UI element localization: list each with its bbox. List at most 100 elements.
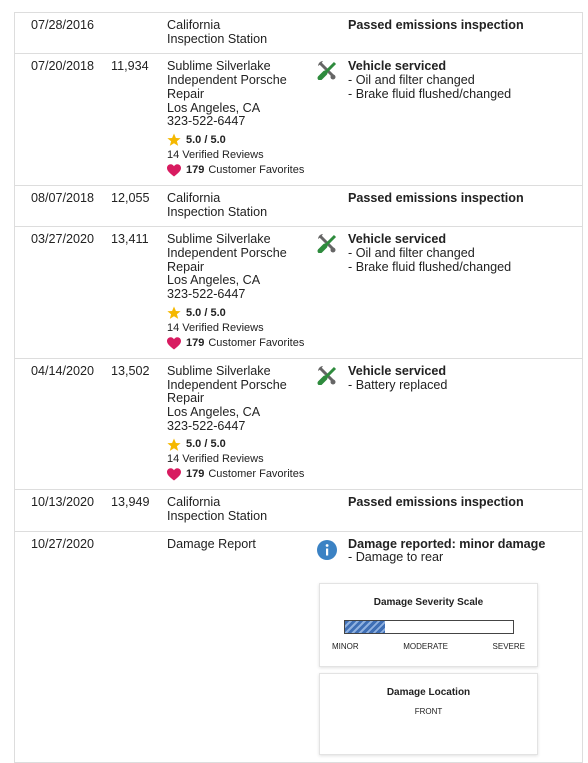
severity-scale: [343, 619, 514, 634]
date-cell: 03/27/2020: [31, 233, 111, 351]
detail-cell: Vehicle serviced - Oil and filter changed…: [348, 60, 582, 178]
reviews: 14 Verified Reviews: [167, 453, 264, 466]
history-row: 10/13/2020 13,949 California Inspection Sta…: [15, 490, 582, 532]
reviews-line: 14 Verified Reviews: [167, 321, 317, 336]
source-line: Sublime Silverlake: [167, 59, 271, 74]
history-row: 07/20/2018 11,934 Sublime Silverlake Indepe…: [15, 54, 582, 186]
mileage: 12,055: [111, 190, 150, 205]
history-row: 04/14/2020 13,502 Sublime Silverlake Indepe…: [15, 359, 582, 491]
date-cell: 10/13/2020: [31, 496, 111, 523]
source-line: California: [167, 495, 221, 510]
source-line: California: [167, 190, 221, 205]
date: 07/20/2018: [31, 59, 95, 74]
date-cell: 08/07/2018: [31, 191, 111, 219]
date-cell: 07/28/2016: [31, 18, 111, 46]
star-icon: [167, 133, 181, 147]
source-cell: California Inspection Station: [167, 496, 317, 523]
source-cell: Damage Report: [167, 537, 317, 755]
favorites-line: 179 Customer Favorites: [167, 163, 317, 178]
severity-title: Damage Severity Scale: [373, 597, 484, 609]
source-line: Inspection Station: [167, 31, 268, 46]
detail-item: - Brake fluid flushed/changed: [348, 259, 512, 274]
severity-label: MODERATE: [403, 641, 448, 651]
source-cell: Sublime Silverlake Independent Porsche Rep…: [167, 363, 317, 483]
favorites: 179: [186, 468, 205, 481]
source-line: 323-522-6447: [167, 287, 246, 302]
favorites: 179: [186, 336, 205, 349]
mileage-cell: 11,934: [111, 60, 167, 178]
favorites-label: Customer Favorites: [208, 468, 305, 481]
favorites: 179: [186, 163, 205, 176]
reviews-line: 14 Verified Reviews: [167, 148, 317, 163]
service-icon: [317, 234, 337, 254]
detail-cell: Damage reported: minor damage - Damage to…: [319, 537, 582, 755]
icon-cell: [317, 365, 348, 483]
rating: 5.0 / 5.0: [167, 306, 317, 321]
history-table: 07/28/2016 California Inspection Station Pa…: [14, 12, 583, 763]
detail-title: Passed emissions inspection: [348, 495, 524, 510]
reviews: 14 Verified Reviews: [167, 148, 264, 161]
mileage-cell: 13,502: [111, 363, 167, 483]
service-icon: [317, 365, 337, 386]
detail-item: - Battery replaced: [348, 377, 448, 392]
source-cell: California Inspection Station: [167, 18, 317, 46]
star-icon: [167, 306, 181, 320]
detail-title: Vehicle serviced: [348, 59, 447, 74]
icon-cell: [317, 538, 348, 755]
source-line: Los Angeles, CA: [167, 273, 261, 288]
mileage-cell: [111, 19, 167, 46]
page: 07/28/2016 California Inspection Station Pa…: [14, 12, 583, 763]
source-line: Los Angeles, CA: [167, 100, 261, 115]
history-row: 08/07/2018 12,055 California Inspection Sta…: [15, 186, 582, 228]
detail-item: - Brake fluid flushed/changed: [348, 86, 512, 101]
favorites-line: 179 Customer Favorites: [167, 467, 317, 482]
favorites-label: Customer Favorites: [208, 336, 305, 349]
icon-cell: [317, 496, 348, 523]
history-row: 10/27/2020 Damage Report Damage reported: …: [15, 532, 582, 763]
mileage-cell: [111, 538, 167, 755]
source-line: Repair: [167, 86, 205, 101]
detail-title: Vehicle serviced: [348, 363, 447, 378]
history-row: 07/28/2016 California Inspection Station Pa…: [15, 13, 582, 55]
info-icon: [317, 539, 337, 560]
icon-cell: [317, 192, 348, 219]
mileage: 13,949: [111, 495, 150, 510]
history-row: 03/27/2020 13,411 Sublime Silverlake Indepe…: [15, 227, 582, 359]
detail-cell: Vehicle serviced - Oil and filter changed…: [348, 233, 582, 351]
severity-label: SEVERE: [492, 641, 525, 651]
date-cell: 07/20/2018: [31, 60, 111, 178]
detail-item: - Oil and filter changed: [348, 73, 475, 88]
source-cell: Sublime Silverlake Independent Porsche Rep…: [167, 60, 317, 178]
icon-cell: [317, 60, 348, 178]
star-icon: [167, 438, 181, 451]
severity-fill: [344, 620, 385, 633]
date-cell: 10/27/2020: [31, 536, 111, 755]
source-line: Repair: [167, 259, 205, 274]
favorites-label: Customer Favorites: [208, 163, 305, 176]
date: 04/14/2020: [31, 363, 95, 378]
location: FRONT: [414, 707, 443, 717]
date: 03/27/2020: [31, 232, 95, 247]
location-box: Damage Location FRONT: [319, 672, 538, 755]
icon-cell: [317, 233, 348, 351]
source-cell: Sublime Silverlake Independent Porsche Rep…: [167, 233, 317, 351]
source-line: Inspection Station: [167, 204, 268, 219]
source-line: Sublime Silverlake: [167, 363, 271, 378]
favorites-line: 179 Customer Favorites: [167, 336, 317, 351]
service-icon: [317, 61, 337, 81]
detail-title: Passed emissions inspection: [348, 190, 524, 205]
mileage: 13,502: [111, 363, 150, 378]
detail-title: Passed emissions inspection: [348, 18, 524, 32]
date: 10/27/2020: [31, 536, 95, 551]
heart-icon: [167, 337, 181, 350]
rating-score: 5.0 / 5.0: [186, 133, 226, 146]
mileage-cell: 12,055: [111, 190, 167, 219]
mileage: 13,411: [111, 232, 149, 247]
detail-cell: Passed emissions inspection: [348, 190, 582, 219]
detail-cell: Vehicle serviced - Battery replaced: [348, 363, 582, 483]
rating: 5.0 / 5.0: [167, 437, 317, 452]
rating-score: 5.0 / 5.0: [186, 306, 226, 319]
source-line: Independent Porsche: [167, 377, 287, 392]
rating: 5.0 / 5.0: [167, 133, 317, 148]
source-line: Inspection Station: [167, 509, 268, 524]
